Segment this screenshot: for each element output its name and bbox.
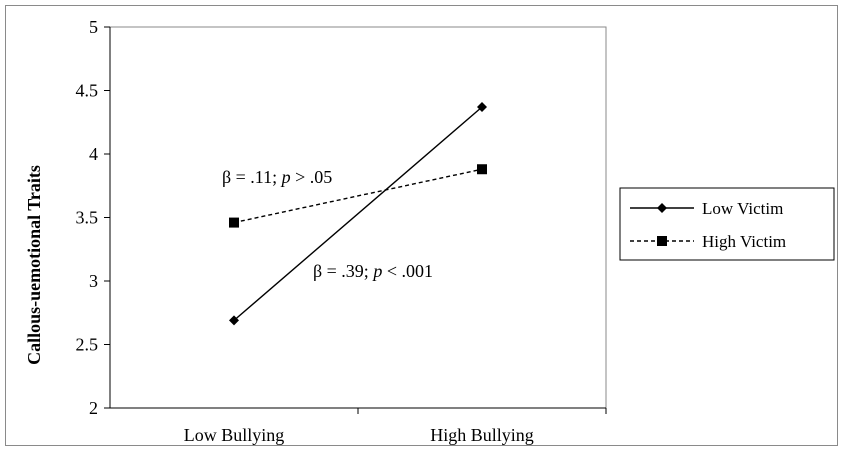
chart-frame xyxy=(5,5,838,446)
y-tick-label: 2.5 xyxy=(76,335,99,355)
y-tick-label: 2 xyxy=(89,398,98,418)
y-tick-label: 4.5 xyxy=(76,81,99,101)
series-group xyxy=(229,102,487,326)
legend-marker-high-victim xyxy=(657,236,667,246)
y-axis-label: Callous-uemotional Traits xyxy=(24,165,44,365)
x-category-label: Low Bullying xyxy=(184,425,285,445)
annotation-low-victim-value: < .001 xyxy=(382,261,433,281)
legend-label-low-victim: Low Victim xyxy=(702,199,783,218)
legend: Low Victim High Victim xyxy=(619,187,835,261)
data-point-low-victim xyxy=(229,315,239,326)
annotation-high-victim-value: > .05 xyxy=(291,167,333,187)
legend-marker-low-victim xyxy=(657,203,667,213)
data-point-high-victim xyxy=(477,164,487,175)
y-tick-label: 3 xyxy=(89,271,98,291)
series-line-high-victim xyxy=(233,168,483,224)
x-category-label: High Bullying xyxy=(430,425,534,445)
y-tick-label: 5 xyxy=(89,17,98,37)
annotation-low-victim: β = .39; p < .001 xyxy=(313,261,433,281)
legend-box xyxy=(619,187,835,261)
x-categories: Low Bullying High Bullying xyxy=(184,425,534,445)
annotation-high-victim-p: p xyxy=(280,167,291,187)
y-tick-label: 3.5 xyxy=(76,208,99,228)
annotation-high-victim: β = .11; p > .05 xyxy=(222,167,332,187)
legend-label-high-victim: High Victim xyxy=(702,232,786,251)
annotation-high-victim-beta: β = .11; xyxy=(222,167,282,187)
data-point-low-victim xyxy=(477,102,487,113)
plot-area xyxy=(109,26,607,409)
annotation-low-victim-p: p xyxy=(371,261,382,281)
annotation-low-victim-beta: β = .39; xyxy=(313,261,373,281)
y-ticks: 2 2.5 3 3.5 4 4.5 5 xyxy=(76,17,110,418)
y-tick-label: 4 xyxy=(89,144,98,164)
series-line-low-victim xyxy=(233,106,483,321)
data-point-high-victim xyxy=(229,217,239,228)
